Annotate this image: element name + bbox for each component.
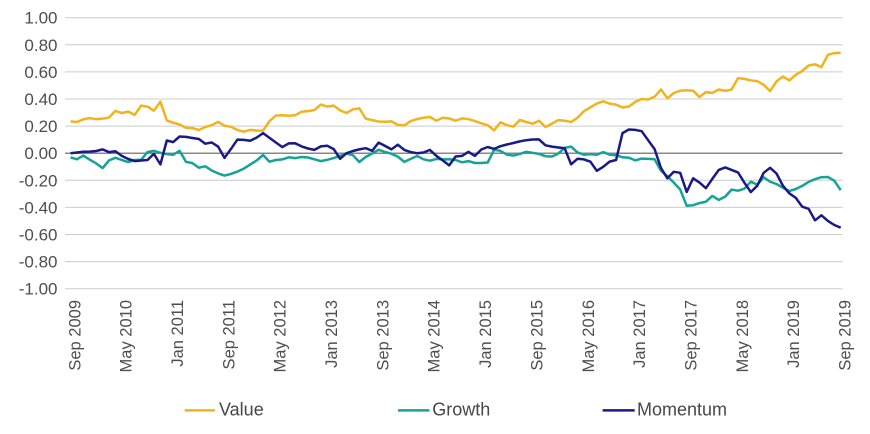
svg-text:Sep 2009: Sep 2009: [66, 300, 84, 371]
svg-text:-0.20: -0.20: [19, 171, 58, 190]
svg-text:Growth: Growth: [432, 400, 490, 420]
svg-text:0.60: 0.60: [24, 63, 57, 82]
svg-text:Momentum: Momentum: [637, 400, 727, 420]
svg-text:May 2012: May 2012: [272, 300, 290, 372]
svg-text:Jan 2015: Jan 2015: [477, 300, 495, 368]
svg-text:Sep 2017: Sep 2017: [683, 300, 701, 371]
svg-text:0.20: 0.20: [24, 117, 57, 136]
svg-text:Jan 2011: Jan 2011: [169, 300, 187, 367]
svg-text:Sep 2019: Sep 2019: [837, 300, 855, 371]
svg-text:Jan 2019: Jan 2019: [785, 300, 803, 368]
svg-text:-1.00: -1.00: [19, 280, 58, 299]
svg-text:May 2014: May 2014: [426, 300, 444, 372]
svg-text:0.80: 0.80: [24, 36, 57, 55]
svg-text:-0.40: -0.40: [19, 198, 58, 217]
svg-text:May 2016: May 2016: [580, 300, 598, 372]
svg-text:0.00: 0.00: [24, 144, 57, 163]
svg-text:-0.60: -0.60: [19, 226, 58, 245]
svg-text:May 2010: May 2010: [118, 300, 136, 372]
svg-text:Sep 2015: Sep 2015: [528, 300, 546, 371]
svg-text:Jan 2013: Jan 2013: [323, 300, 341, 368]
svg-text:Value: Value: [219, 400, 264, 420]
svg-text:Sep 2011: Sep 2011: [220, 300, 238, 369]
svg-text:1.00: 1.00: [24, 9, 57, 28]
svg-text:May 2018: May 2018: [734, 300, 752, 372]
svg-text:Sep 2013: Sep 2013: [374, 300, 392, 371]
svg-text:0.40: 0.40: [24, 90, 57, 109]
svg-text:-0.80: -0.80: [19, 253, 58, 272]
svg-text:Jan 2017: Jan 2017: [631, 300, 649, 368]
